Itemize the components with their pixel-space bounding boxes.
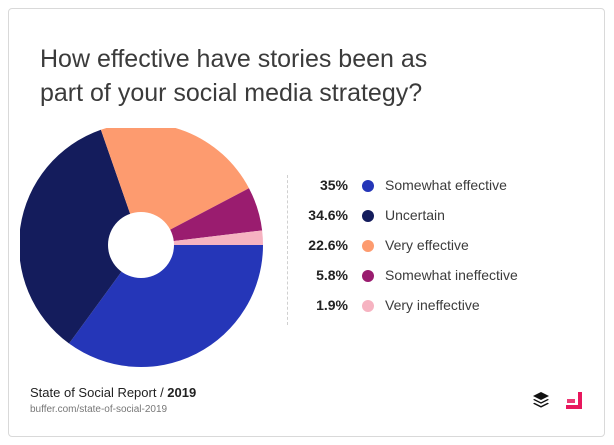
footer-report-title: State of Social Report / 2019 [30, 385, 196, 400]
legend-percent: 35% [319, 177, 348, 193]
legend-percent: 5.8% [316, 267, 348, 283]
legend-label: Somewhat ineffective [385, 267, 518, 283]
legend-item: 22.6% Very effective [290, 234, 590, 258]
footer-url: buffer.com/state-of-social-2019 [30, 404, 168, 415]
legend-label: Somewhat effective [385, 177, 507, 193]
donut-hole [108, 212, 174, 278]
legend-swatch [362, 180, 374, 192]
legend-swatch [362, 240, 374, 252]
chart-title-line-1: How effective have stories been as [40, 45, 428, 73]
legend-percent: 22.6% [308, 237, 348, 253]
legend-item: 35% Somewhat effective [290, 174, 590, 198]
buffer-stack-icon [533, 392, 549, 408]
donut-slice-somewhat-effective [69, 245, 263, 367]
donut-chart [20, 128, 263, 367]
chart-title: How effective have stories been as part … [40, 42, 500, 110]
legend-percent: 1.9% [316, 297, 348, 313]
legend-swatch [362, 270, 374, 282]
legend-swatch [362, 300, 374, 312]
legend-swatch [362, 210, 374, 222]
legend-item: 5.8% Somewhat ineffective [290, 264, 590, 288]
partner-logo-icon [566, 392, 582, 409]
legend-label: Very ineffective [385, 297, 480, 313]
legend-divider [287, 175, 288, 325]
footer-report-name: State of Social Report / [30, 385, 168, 400]
donut-slice-somewhat-ineffective [141, 188, 263, 245]
chart-title-line-2: part of your social media strategy? [40, 79, 423, 107]
legend-item: 34.6% Uncertain [290, 204, 590, 228]
legend-label: Uncertain [385, 207, 445, 223]
legend-label: Very effective [385, 237, 469, 253]
donut-slice-uncertain [20, 129, 141, 344]
legend-item: 1.9% Very ineffective [290, 294, 590, 318]
legend-percent: 34.6% [308, 207, 348, 223]
footer-report-year: 2019 [167, 385, 197, 400]
